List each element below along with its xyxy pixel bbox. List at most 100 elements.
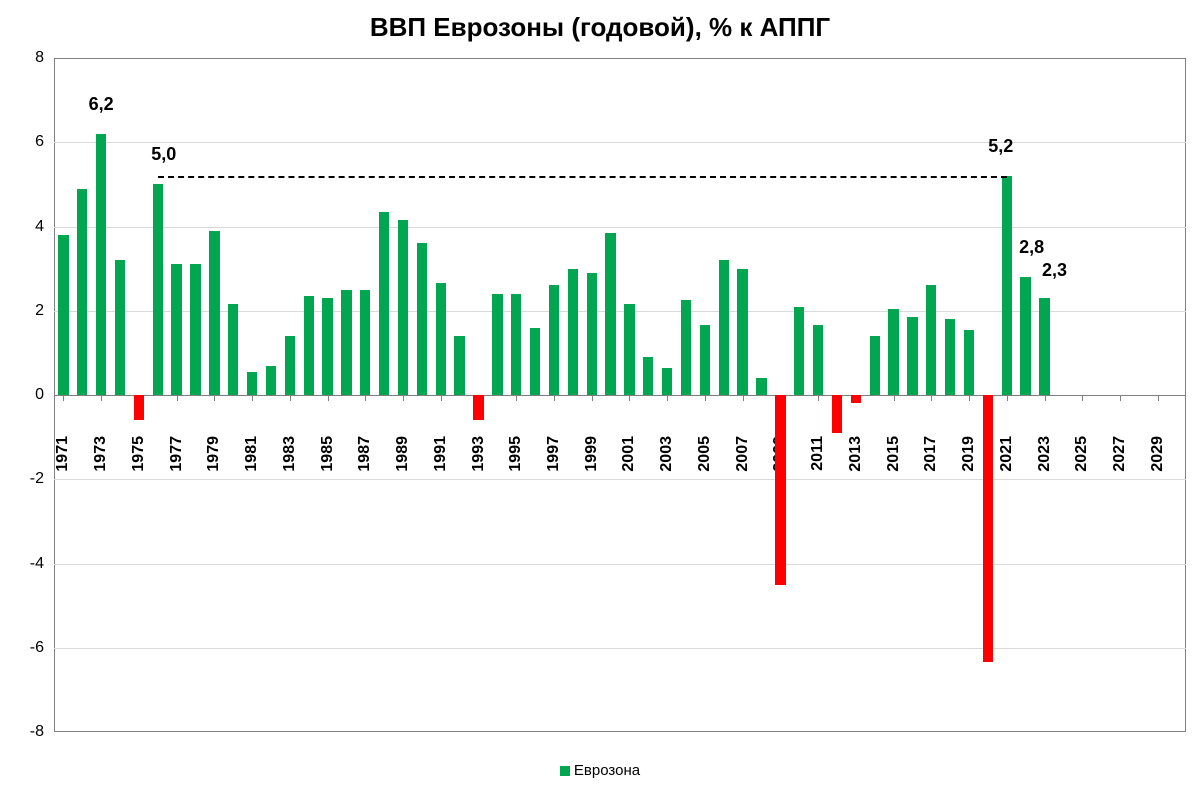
bar: [870, 336, 880, 395]
bar: [247, 372, 257, 395]
x-axis-tick-label: 2011: [809, 436, 827, 486]
x-axis-tick-label: 1995: [507, 436, 525, 486]
x-axis-tick-label: 2001: [620, 436, 638, 486]
x-axis-tick-label: 1991: [432, 436, 450, 486]
bar-value-label: 2,3: [1025, 260, 1085, 281]
bar: [304, 296, 314, 395]
bar: [266, 366, 276, 395]
x-axis-tick-label: 2013: [847, 436, 865, 486]
bar: [983, 395, 993, 662]
x-axis-tick-label: 1985: [319, 436, 337, 486]
bar: [568, 269, 578, 395]
bar: [907, 317, 917, 395]
bar: [624, 304, 634, 395]
x-axis-tick-label: 1973: [92, 436, 110, 486]
bar: [530, 328, 540, 395]
x-axis-tick-mark: [629, 395, 630, 401]
bar: [436, 283, 446, 395]
x-axis-tick-label: 2017: [922, 436, 940, 486]
bar: [190, 264, 200, 395]
bar: [322, 298, 332, 395]
bar: [228, 304, 238, 395]
bar: [134, 395, 144, 420]
bar: [454, 336, 464, 395]
y-axis-tick-label: 6: [0, 133, 44, 151]
bar-value-label: 6,2: [71, 94, 131, 115]
y-axis-tick-label: -6: [0, 639, 44, 657]
gridline-y: [54, 227, 1186, 228]
bar: [115, 260, 125, 395]
bar: [398, 220, 408, 395]
bar: [756, 378, 766, 395]
bar: [209, 231, 219, 395]
x-axis-tick-label: 1981: [243, 436, 261, 486]
x-axis-tick-mark: [705, 395, 706, 401]
x-axis-tick-label: 2029: [1149, 436, 1167, 486]
x-axis-tick-mark: [818, 395, 819, 401]
legend-label: Еврозона: [574, 762, 640, 779]
x-axis-tick-mark: [63, 395, 64, 401]
bar: [379, 212, 389, 395]
bar-value-label: 5,2: [971, 136, 1031, 157]
bar: [888, 309, 898, 395]
y-axis-tick-label: -2: [0, 470, 44, 488]
x-axis-tick-mark: [931, 395, 932, 401]
bar: [285, 336, 295, 395]
bar: [813, 325, 823, 395]
x-axis-tick-label: 1979: [205, 436, 223, 486]
y-axis-tick-label: 4: [0, 218, 44, 236]
bar: [341, 290, 351, 395]
x-axis-tick-label: 2003: [658, 436, 676, 486]
x-axis-tick-label: 2027: [1111, 436, 1129, 486]
x-axis-tick-mark: [214, 395, 215, 401]
bar: [1002, 176, 1012, 395]
bar: [58, 235, 68, 395]
x-axis-tick-mark: [290, 395, 291, 401]
bar: [492, 294, 502, 395]
x-axis-tick-mark: [592, 395, 593, 401]
bar: [77, 189, 87, 395]
bar: [171, 264, 181, 395]
x-axis-tick-mark: [328, 395, 329, 401]
reference-line: [158, 176, 1007, 178]
x-axis-tick-mark: [743, 395, 744, 401]
bar: [719, 260, 729, 395]
bar: [549, 285, 559, 395]
legend: Еврозона: [0, 762, 1200, 779]
gridline-y: [54, 564, 1186, 565]
bar: [1039, 298, 1049, 395]
bar: [832, 395, 842, 433]
bar: [775, 395, 785, 585]
bar: [96, 134, 106, 395]
x-axis-tick-label: 1997: [545, 436, 563, 486]
bar: [417, 243, 427, 395]
x-axis-tick-mark: [403, 395, 404, 401]
x-axis-tick-label: 1977: [168, 436, 186, 486]
x-axis-tick-mark: [516, 395, 517, 401]
bar: [926, 285, 936, 395]
bar: [737, 269, 747, 395]
x-axis-tick-mark: [101, 395, 102, 401]
x-axis-tick-label: 1975: [130, 436, 148, 486]
x-axis-tick-mark: [667, 395, 668, 401]
bar: [681, 300, 691, 395]
bar: [851, 395, 861, 403]
y-axis-tick-label: -8: [0, 723, 44, 741]
bar: [964, 330, 974, 395]
bar-value-label: 5,0: [134, 144, 194, 165]
x-axis-tick-mark: [1007, 395, 1008, 401]
x-axis-tick-label: 2021: [998, 436, 1016, 486]
x-axis-tick-mark: [554, 395, 555, 401]
x-axis-tick-label: 2005: [696, 436, 714, 486]
y-axis-tick-label: 2: [0, 302, 44, 320]
bar: [643, 357, 653, 395]
x-axis-tick-label: 1983: [281, 436, 299, 486]
x-axis-tick-label: 1993: [470, 436, 488, 486]
bar: [587, 273, 597, 395]
bar: [1020, 277, 1030, 395]
gridline-y: [54, 648, 1186, 649]
x-axis-tick-mark: [177, 395, 178, 401]
bar-value-label: 2,8: [1002, 237, 1062, 258]
bar: [511, 294, 521, 395]
bar: [700, 325, 710, 395]
